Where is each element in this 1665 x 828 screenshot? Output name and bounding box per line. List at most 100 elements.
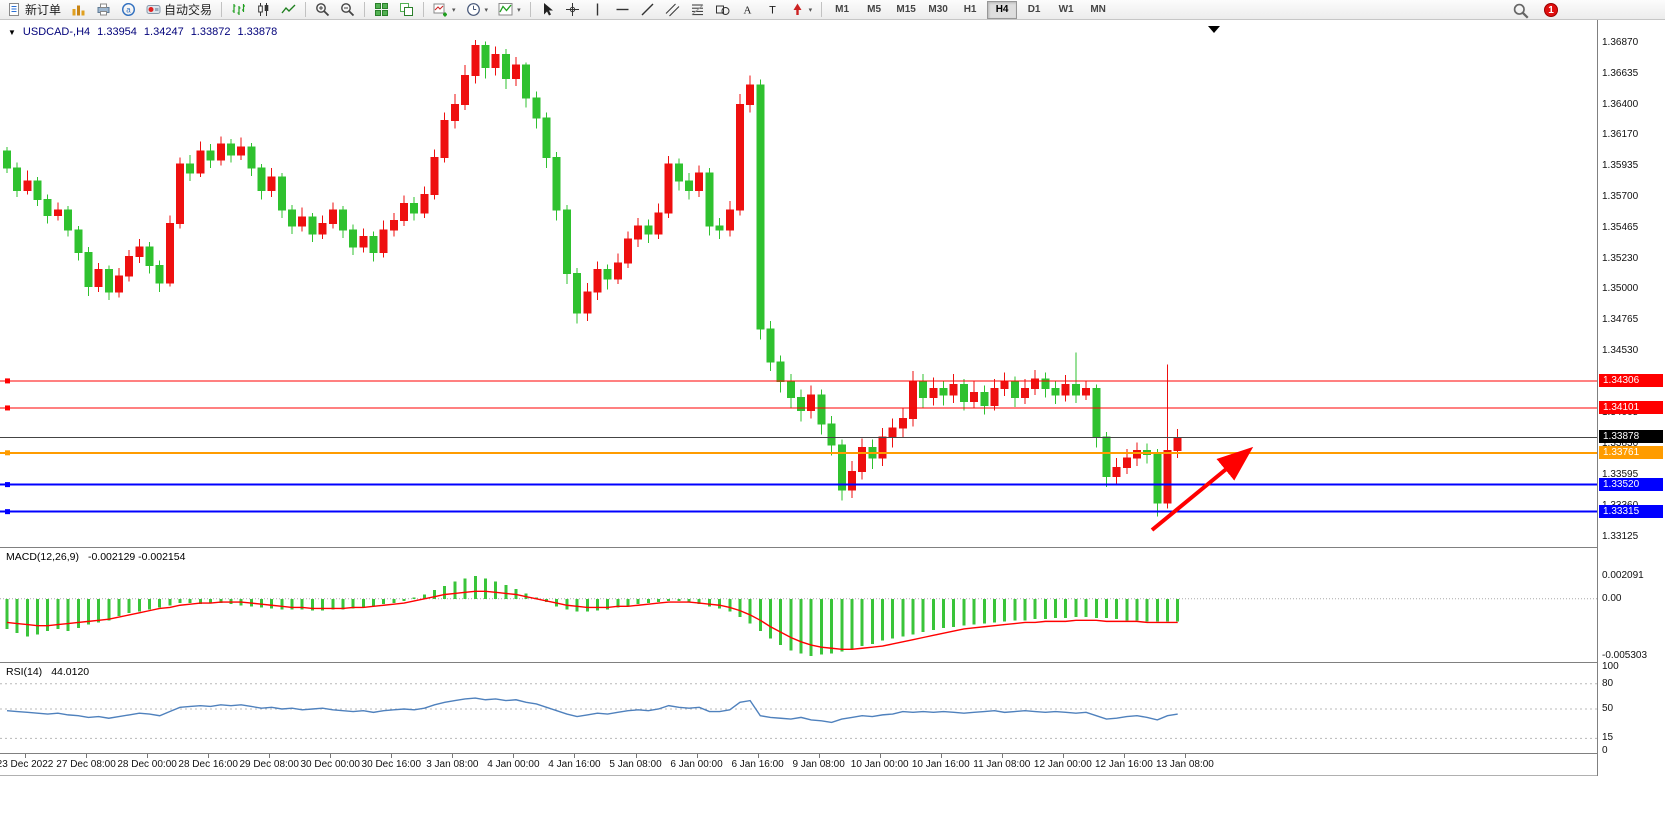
- timeframe-m5[interactable]: M5: [867, 3, 882, 15]
- macd-label: MACD(12,26,9): [6, 551, 79, 563]
- price-level-badge: 1.34101: [1599, 400, 1663, 414]
- candle: [613, 253, 622, 285]
- price-level-badge: 1.33878: [1599, 430, 1663, 444]
- vertical-line-button[interactable]: [586, 0, 609, 20]
- candle: [277, 173, 286, 219]
- rsi-header: RSI(14) 44.0120: [6, 666, 89, 678]
- line-handle[interactable]: [5, 378, 10, 384]
- timeframe-m1[interactable]: M1: [835, 3, 850, 15]
- toolbar: 1 新订单 a 自动交易 ▾ ▾ ▾ A T ▾ M1 M5 M15 M30 H1 H4 D1 W1 MN: [0, 0, 1665, 20]
- zoom-out-button[interactable]: [336, 0, 359, 20]
- timeframe-m15[interactable]: M15: [896, 3, 916, 15]
- price-axis[interactable]: 1.36870 1.36635 1.36400 1.36170 1.35935 1.357…: [1597, 20, 1665, 776]
- line-chart-button[interactable]: [277, 0, 300, 20]
- horizontal-line-button[interactable]: [611, 0, 634, 20]
- autoscroll-triangle-icon[interactable]: [1208, 26, 1220, 33]
- shapes-button[interactable]: [711, 0, 734, 20]
- time-tick-label: 27 Dec 08:00: [56, 759, 116, 770]
- timeframe-h4[interactable]: H4: [987, 0, 1018, 19]
- ohlc-high: 1.34247: [143, 26, 184, 38]
- bars-icon: [231, 2, 246, 17]
- channel-button[interactable]: [661, 0, 684, 20]
- candle: [980, 385, 989, 415]
- candle: [532, 91, 541, 129]
- candle: [695, 165, 704, 197]
- candle: [929, 377, 938, 406]
- candle: [165, 215, 174, 287]
- time-axis[interactable]: 23 Dec 2022 27 Dec 08:00 28 Dec 00:00 28 De…: [0, 754, 1597, 776]
- fibo-icon: [690, 2, 705, 17]
- price-level-badge: 1.33761: [1599, 445, 1663, 459]
- auto-arrange-button[interactable]: [395, 0, 418, 20]
- rsi-panel[interactable]: RSI(14) 44.0120: [0, 663, 1597, 754]
- print-button[interactable]: [92, 0, 115, 20]
- timeframe-mn[interactable]: MN: [1090, 3, 1106, 15]
- candle: [247, 142, 256, 176]
- time-tick: [513, 754, 515, 758]
- toolbar-separator: [529, 2, 531, 17]
- notification-badge[interactable]: 1: [1544, 3, 1558, 17]
- candle: [288, 204, 297, 234]
- candle: [308, 212, 317, 242]
- arrange-icon: [399, 2, 414, 17]
- candle: [807, 385, 816, 419]
- candle: [23, 170, 32, 195]
- crosshair-button[interactable]: [561, 0, 584, 20]
- zoom-in-button[interactable]: [311, 0, 334, 20]
- bar-chart-button[interactable]: [227, 0, 250, 20]
- candle: [1112, 458, 1121, 485]
- arrows-dropdown[interactable]: ▾: [786, 0, 817, 20]
- line-icon: [281, 2, 296, 17]
- indicators-dropdown[interactable]: ▾: [494, 0, 525, 20]
- profiles-dropdown[interactable]: ▾: [462, 0, 493, 20]
- candle: [654, 203, 663, 240]
- candlestick-chart-panel[interactable]: ▼ USDCAD-,H4 1.33954 1.34247 1.33872 1.3…: [0, 20, 1597, 548]
- fibonacci-button[interactable]: [686, 0, 709, 20]
- new-order-button[interactable]: 新订单: [3, 0, 65, 20]
- macd-histogram: [5, 576, 1180, 656]
- community-button[interactable]: a: [117, 0, 140, 20]
- macd-panel[interactable]: MACD(12,26,9) -0.002129 -0.002154: [0, 548, 1597, 663]
- timeframe-h1[interactable]: H1: [963, 3, 977, 15]
- candle: [94, 262, 103, 292]
- candle: [1102, 431, 1111, 488]
- time-tick-label: 30 Dec 00:00: [300, 759, 361, 770]
- trendline-button[interactable]: [636, 0, 659, 20]
- arrows-icon: [790, 2, 805, 17]
- text-button[interactable]: A: [736, 0, 759, 20]
- new-chart-dropdown[interactable]: ▾: [429, 0, 460, 20]
- line-handle[interactable]: [5, 405, 10, 411]
- macd-axis-tick: -0.005303: [1602, 649, 1648, 661]
- candle: [369, 231, 378, 262]
- price-level-badge: 1.33315: [1599, 504, 1663, 518]
- trend-arrow[interactable]: [1150, 446, 1254, 532]
- timeframe-d1[interactable]: D1: [1027, 3, 1041, 15]
- line-handle[interactable]: [5, 482, 10, 488]
- time-tick: [208, 754, 210, 758]
- collapse-triangle-icon[interactable]: ▼: [8, 27, 16, 37]
- candle: [634, 218, 643, 248]
- cursor-button[interactable]: [536, 0, 559, 20]
- price-level-badge: 1.33520: [1599, 477, 1663, 491]
- candle: [1061, 375, 1070, 402]
- candle: [155, 260, 164, 292]
- candle: [430, 149, 439, 200]
- toolbar-separator: [423, 2, 425, 17]
- candle: [1000, 372, 1009, 397]
- line-handle[interactable]: [5, 450, 10, 456]
- timeframe-m30[interactable]: M30: [928, 3, 948, 15]
- charts-window-button[interactable]: [67, 0, 90, 20]
- label-button[interactable]: T: [761, 0, 784, 20]
- candle: [552, 152, 561, 221]
- time-tick: [574, 754, 576, 758]
- auto-trading-button[interactable]: 自动交易: [142, 0, 216, 20]
- candle: [868, 439, 877, 469]
- timeframe-w1[interactable]: W1: [1058, 3, 1074, 15]
- candlestick-button[interactable]: [252, 0, 275, 20]
- price-tick: 1.35230: [1602, 253, 1639, 264]
- rsi-axis-tick: 100: [1602, 661, 1619, 672]
- tile-windows-button[interactable]: [370, 0, 393, 20]
- line-handle[interactable]: [5, 509, 10, 515]
- search-icon[interactable]: [1512, 2, 1530, 19]
- candle: [939, 380, 948, 406]
